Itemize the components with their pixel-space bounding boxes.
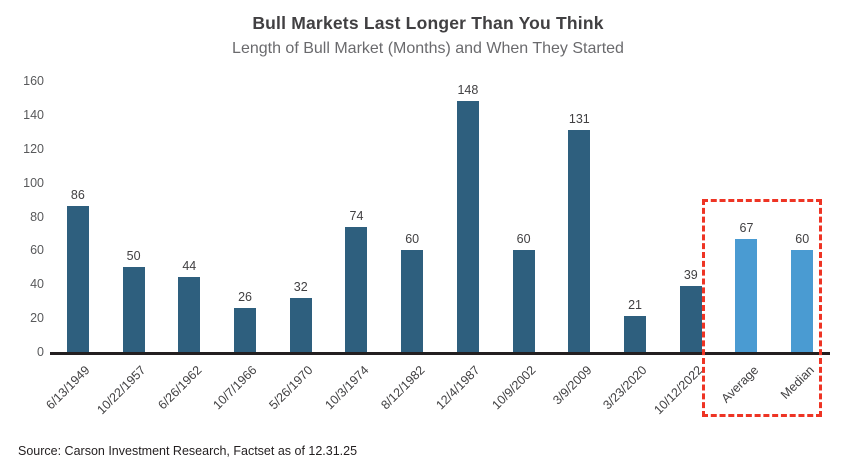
bar-value-label: 26 [238,289,252,304]
bar-value-label: 32 [293,279,308,294]
bar-slot: 148 [440,81,496,352]
bars: 86 50 44 26 32 74 60 148 60 131 21 39 67 60 [50,81,830,352]
bar-slot: 131 [551,81,607,352]
bar-value-label: 50 [126,249,141,264]
y-tick-label: 60 [30,243,44,258]
bar-value-label: 67 [739,220,754,235]
bar-6-26-1962 [178,277,201,352]
bar-10-12-2022 [679,285,702,352]
bar-slot: 44 [161,81,217,352]
bar-3-9-2009 [568,130,591,352]
bar-Median [791,250,814,352]
y-axis: 0 20 40 60 80 100 120 140 160 [4,74,44,359]
bar-5-26-1970 [289,297,312,352]
bar-10-7-1966 [234,307,257,352]
bar-3-23-2020 [624,316,647,352]
y-tick-label: 140 [23,107,44,122]
bar-10-3-1974 [345,226,368,352]
y-tick-label: 40 [30,277,44,292]
bar-value-label: 131 [568,112,590,127]
bar-value-label: 74 [349,208,364,223]
chart-subtitle: Length of Bull Market (Months) and When … [232,40,624,57]
bar-slot: 39 [663,81,719,352]
bar-slot: 60 [384,81,440,352]
bar-slot: 21 [607,81,663,352]
highlight-box [702,199,822,417]
bar-slot: 26 [217,81,273,352]
bar-slot: 86 [50,81,106,352]
chart-title: Bull Markets Last Longer Than You Think [252,13,604,33]
plot-area: 86 50 44 26 32 74 60 148 60 131 21 39 67 60 [50,81,830,355]
bar-10-22-1957 [122,267,145,352]
bar-slot: 50 [106,81,162,352]
y-tick-label: 80 [30,209,44,224]
bar-slot: 60 [496,81,552,352]
bar-6-13-1949 [66,206,89,352]
bar-slot: 32 [273,81,329,352]
y-tick-label: 120 [23,141,44,156]
bar-value-label: 39 [683,267,698,282]
bar-slot: 74 [329,81,385,352]
bar-10-9-2002 [512,250,535,352]
bar-value-label: 60 [795,232,810,247]
y-tick-label: 20 [30,311,44,326]
bar-Average [735,238,758,352]
bar-value-label: 60 [405,232,420,247]
bar-12-4-1987 [456,101,479,352]
y-tick-label: 100 [23,175,44,190]
bar-value-label: 21 [628,298,642,313]
bar-slot: 60 [774,81,830,352]
bar-8-12-1982 [401,250,424,352]
bar-value-label: 148 [457,83,479,98]
bar-slot: 67 [719,81,775,352]
bar-value-label: 86 [70,188,85,203]
bar-value-label: 44 [182,259,197,274]
bar-value-label: 60 [516,232,531,247]
y-tick-label: 0 [37,345,44,359]
y-tick-label: 160 [23,74,44,88]
source-note: Source: Carson Investment Research, Fact… [18,444,358,458]
